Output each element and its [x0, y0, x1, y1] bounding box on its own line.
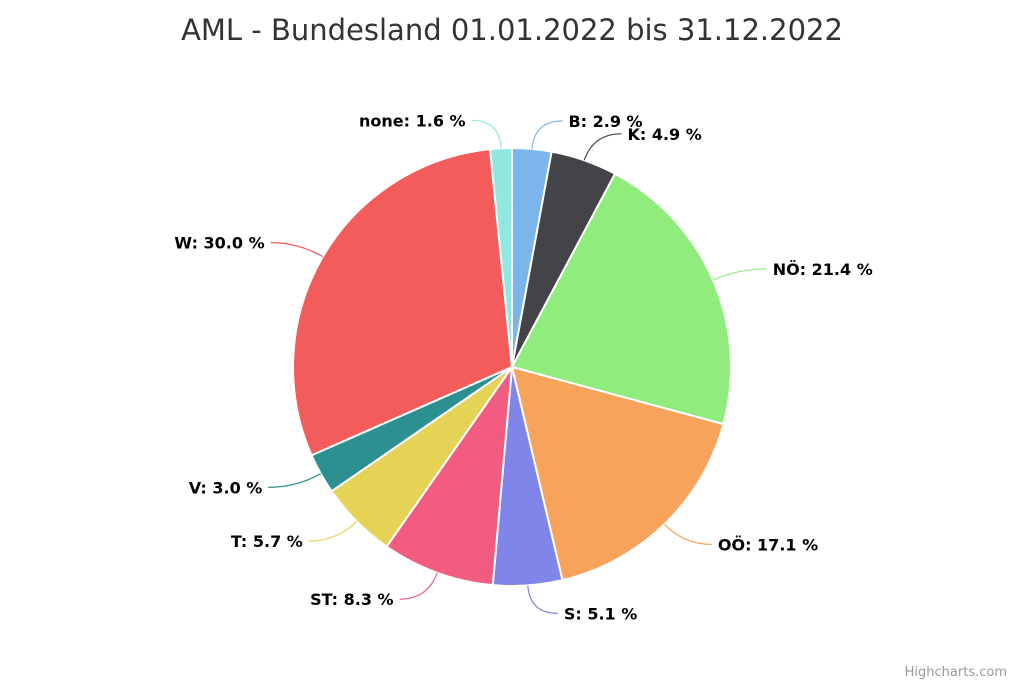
data-label-ooe: OÖ: 17.1 %	[718, 535, 818, 554]
data-label-t: T: 5.7 %	[231, 532, 303, 551]
label-connector-noe	[712, 268, 767, 281]
chart-title: AML - Bundesland 01.01.2022 bis 31.12.20…	[181, 13, 843, 47]
label-connector-t	[308, 520, 358, 542]
label-connector-b	[531, 120, 563, 149]
data-labels: B: 2.9 %K: 4.9 % NÖ: 21.4 % OÖ: 17.1 % S: 5…	[174, 111, 872, 623]
pie-slices	[292, 147, 732, 587]
data-label-s: S: 5.1 %	[564, 604, 637, 623]
data-label-b: B: 2.9 %	[568, 112, 642, 131]
label-connector-v	[268, 473, 322, 488]
data-label-k: K: 4.9 %	[627, 125, 701, 144]
data-label-none: none: 1.6 %	[359, 111, 466, 130]
label-connector-ooe	[663, 523, 712, 545]
credits-link[interactable]: Highcharts.com	[905, 665, 1007, 680]
data-label-st: ST: 8.3 %	[310, 590, 393, 609]
label-connector-none	[471, 119, 502, 149]
pie-slice-st[interactable]	[385, 366, 513, 587]
label-connector-k	[583, 133, 622, 161]
label-connector-st	[399, 572, 438, 600]
pie-slice-noe[interactable]	[511, 172, 732, 426]
data-label-noe: NÖ: 21.4 %	[773, 260, 873, 279]
data-label-w: W: 30.0 %	[174, 234, 264, 253]
data-label-v: V: 3.0 %	[189, 478, 263, 497]
label-connector-w	[270, 242, 324, 258]
label-connector-s	[527, 585, 558, 614]
